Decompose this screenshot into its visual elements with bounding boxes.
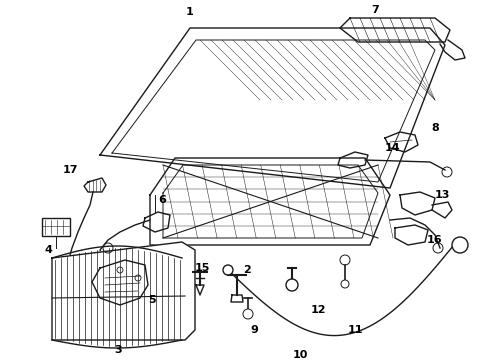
- Bar: [42, 218, 70, 236]
- Circle shape: [452, 237, 468, 253]
- Text: 1: 1: [186, 7, 194, 17]
- Text: 17: 17: [62, 165, 78, 175]
- Text: 12: 12: [310, 305, 326, 315]
- Circle shape: [223, 265, 233, 275]
- Text: 9: 9: [250, 325, 258, 335]
- Text: 5: 5: [148, 295, 156, 305]
- Text: 15: 15: [195, 263, 210, 273]
- Circle shape: [341, 280, 349, 288]
- Text: 7: 7: [371, 5, 379, 15]
- Text: 14: 14: [384, 143, 400, 153]
- Text: 8: 8: [431, 123, 439, 133]
- Text: 16: 16: [426, 235, 442, 245]
- Text: 6: 6: [158, 195, 166, 205]
- Circle shape: [286, 279, 298, 291]
- Text: 2: 2: [243, 265, 251, 275]
- Polygon shape: [52, 242, 195, 340]
- Text: 3: 3: [114, 345, 122, 355]
- Text: 11: 11: [347, 325, 363, 335]
- Circle shape: [243, 309, 253, 319]
- Text: 4: 4: [44, 245, 52, 255]
- Text: 13: 13: [434, 190, 450, 200]
- Text: 10: 10: [293, 350, 308, 360]
